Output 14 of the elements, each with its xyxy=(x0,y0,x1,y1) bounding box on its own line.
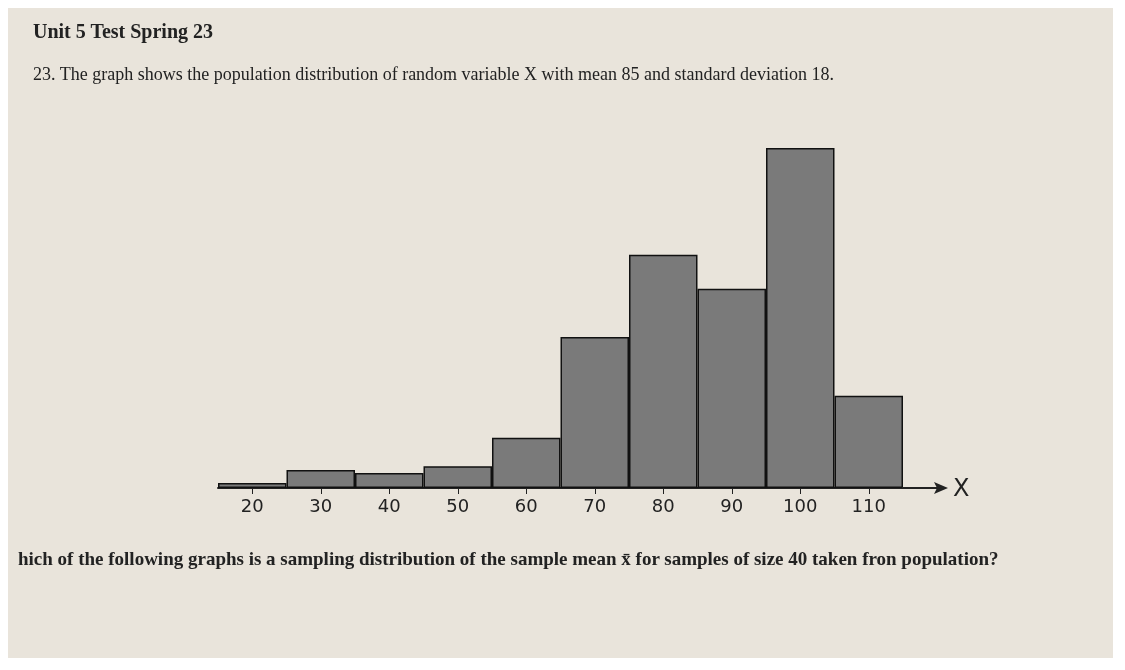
x-axis-title: X xyxy=(953,474,970,502)
text: hich of the following graphs is a sampling distribution of the sample mean x̄ for samples of size 40 taken fron population? xyxy=(18,548,999,569)
x-tick-label: 100 xyxy=(783,494,818,516)
chart-subtitle: 23. The graph shows the population distribution of random variable X with mean 85 and standard deviation 18. xyxy=(33,64,835,84)
x-tick-label: 20 xyxy=(240,494,264,516)
x-tick-label: 30 xyxy=(309,494,333,516)
x-tick-label: 110 xyxy=(851,494,886,516)
x-tick-label: 60 xyxy=(514,494,538,516)
chart-title: Unit 5 Test Spring 23 xyxy=(33,20,214,43)
x-tick-label: 90 xyxy=(720,494,744,516)
x-tick-label: 40 xyxy=(377,494,401,516)
x-tick-label: 80 xyxy=(651,494,675,516)
x-tick-label: 70 xyxy=(583,494,607,516)
x-tick-label: 50 xyxy=(446,494,470,516)
